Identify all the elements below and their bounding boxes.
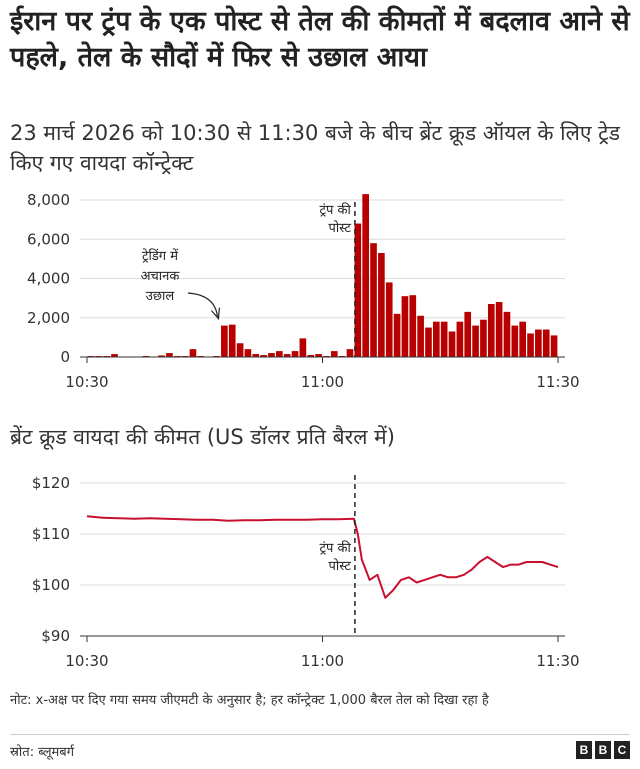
bar: [221, 325, 228, 357]
bar: [487, 304, 495, 357]
bar: [440, 321, 448, 357]
bar: [307, 355, 315, 357]
event-marker-label: पोस्ट: [329, 558, 352, 574]
price-line-chart: $90 $100 $110 $120 10:30 11:00 11:30 ट्रंप की प…: [32, 474, 580, 670]
arrow-head: [210, 307, 221, 321]
bar: [464, 311, 472, 357]
bar: [409, 295, 417, 357]
bar: [448, 331, 456, 357]
chart-title: ईरान पर ट्रंप के एक पोस्ट से तेल की कीमत…: [10, 6, 630, 73]
y-tick-label: 6,000: [27, 230, 70, 248]
bar: [511, 325, 519, 357]
logo-letter: B: [576, 741, 592, 759]
bar: [291, 351, 299, 357]
bar: [111, 354, 118, 357]
bar: [268, 353, 275, 357]
bar: [385, 282, 393, 357]
annotation-arrow: [187, 292, 219, 317]
bar: [527, 333, 534, 357]
y-tick-label: $90: [41, 627, 70, 645]
x-tick-label: 11:00: [301, 652, 344, 670]
event-marker-label: पोस्ट: [329, 220, 352, 236]
chart-subtitle: 23 मार्च 2026 को 10:30 से 11:30 बजे के ब…: [10, 121, 620, 175]
bar: [362, 194, 369, 357]
bar: [503, 311, 511, 357]
event-marker-label: ट्रंप की: [319, 540, 351, 556]
bar: [228, 324, 236, 357]
bar: [276, 351, 283, 357]
bar: [542, 329, 550, 357]
bar: [166, 353, 173, 357]
bar: [354, 223, 362, 357]
volume-bar-chart: 0 2,000 4,000 6,000 8,000 10:30 11:00 11:30 ट्र…: [27, 191, 580, 391]
y-tick-label: 4,000: [27, 270, 70, 288]
price-chart-title: ब्रेंट क्रूड वायदा की कीमत (US डॉलर प्रत…: [10, 425, 395, 449]
bar: [472, 325, 479, 357]
y-tick-label: 0: [60, 348, 70, 366]
footer-divider: [10, 734, 630, 735]
bar: [346, 349, 354, 357]
bbc-logo: B B C: [576, 741, 630, 759]
bar: [495, 302, 503, 357]
bar: [299, 338, 307, 357]
y-tick-label: 8,000: [27, 191, 70, 209]
y-tick-label: 2,000: [27, 309, 70, 327]
bar: [244, 349, 252, 357]
bar: [425, 327, 432, 357]
footnote: नोट: x-अक्ष पर दिए गया समय जीएमटी के अनु…: [10, 693, 489, 708]
y-tick-label: $110: [32, 525, 70, 543]
annotation-text: अचानक: [141, 269, 181, 284]
bar: [456, 321, 464, 357]
bar: [393, 313, 401, 357]
source-label: स्रोत: ब्लूमबर्ग: [10, 745, 75, 760]
logo-letter: B: [595, 741, 611, 759]
bar: [260, 355, 267, 357]
bar: [519, 321, 526, 357]
bar: [433, 321, 440, 357]
bar: [252, 354, 260, 357]
price-line: [86, 515, 559, 599]
y-tick-label: $100: [32, 576, 70, 594]
x-tick-label: 11:30: [536, 373, 579, 391]
bar: [417, 315, 424, 357]
bar: [535, 329, 542, 357]
logo-letter: C: [614, 741, 630, 759]
bar: [189, 349, 197, 357]
x-tick-label: 11:00: [301, 373, 344, 391]
bar: [550, 335, 558, 357]
bar: [401, 296, 409, 357]
bar: [378, 252, 385, 357]
bar: [315, 354, 322, 357]
event-marker-label: ट्रंप की: [319, 202, 351, 218]
bar: [236, 343, 244, 357]
bar: [480, 319, 487, 357]
x-tick-label: 10:30: [65, 373, 108, 391]
annotation-text: उछाल: [146, 289, 175, 304]
bar: [330, 351, 338, 357]
bar: [370, 243, 377, 357]
y-tick-label: $120: [32, 474, 70, 492]
x-tick-label: 11:30: [536, 652, 579, 670]
x-tick-label: 10:30: [65, 652, 108, 670]
annotation-text: ट्रेडिंग में: [142, 248, 178, 264]
bar: [283, 354, 291, 357]
bar: [158, 355, 165, 357]
